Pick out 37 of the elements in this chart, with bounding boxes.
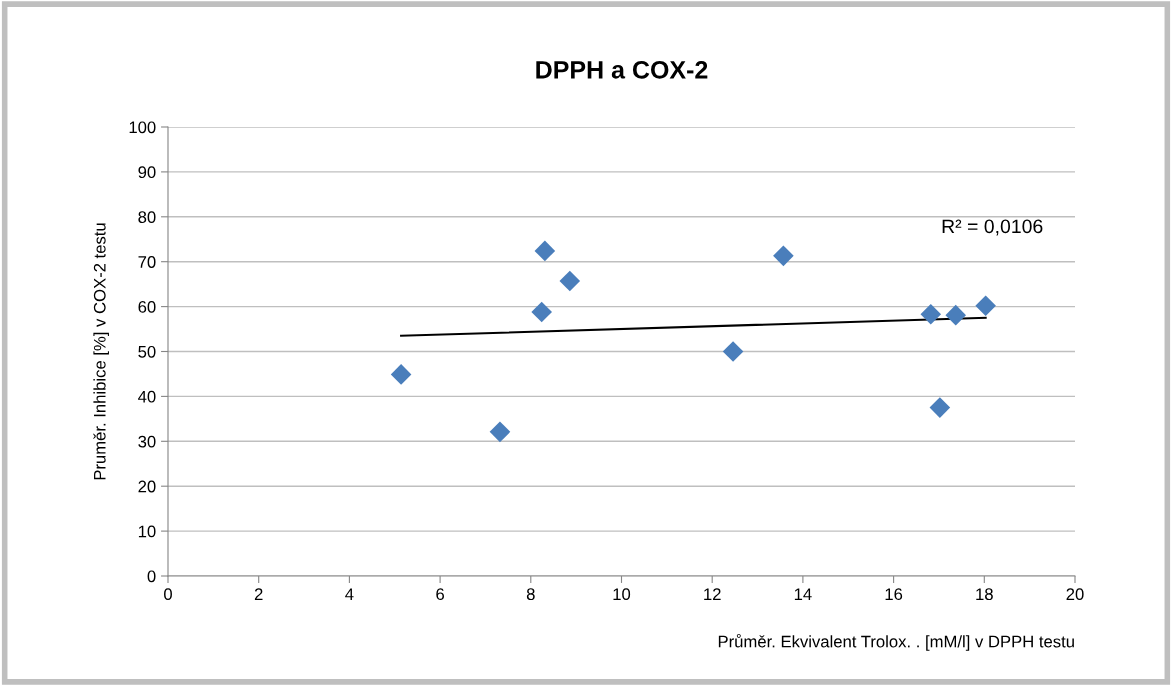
x-tick-label: 2 (254, 588, 263, 600)
y-axis-title: Pruměr. Inhibice [%] v COX-2 testu (93, 223, 109, 480)
point (929, 397, 951, 418)
x-tick-label: 10 (613, 588, 631, 601)
y-tick-label: 0 (147, 570, 156, 583)
point (945, 304, 967, 326)
y-tick-label: 10 (138, 525, 156, 538)
y-tick-label: 70 (138, 256, 156, 268)
y-tick-label: 80 (138, 211, 156, 223)
x-tick-label: 0 (164, 588, 172, 601)
point (975, 295, 996, 316)
x-tick-label: 12 (704, 588, 721, 600)
point (920, 303, 942, 325)
y-tick-label: 20 (138, 480, 156, 493)
y-tick-label: 40 (138, 390, 156, 403)
x-tick-label: 14 (794, 588, 812, 600)
point (531, 301, 552, 323)
y-tick-label: 50 (138, 345, 156, 358)
y-tick-label: 90 (138, 166, 156, 179)
point (489, 421, 511, 443)
y-tick-label: 100 (129, 121, 156, 134)
y-tick-label: 30 (138, 435, 156, 448)
chart-title: DPPH a COX-2 (536, 60, 708, 79)
x-tick-label: 4 (345, 588, 354, 600)
x-axis-title: Průměr. Ekvivalent Trolox. . [mM/l] v DPPH testu (718, 633, 1074, 651)
point (390, 364, 412, 385)
x-tick-label: 18 (976, 588, 993, 601)
annotation: R² = 0,0106 (942, 219, 1043, 236)
x-tick-label: 20 (1066, 588, 1084, 601)
point (534, 240, 556, 262)
point (722, 341, 744, 362)
point (559, 270, 581, 292)
x-tick-label: 6 (436, 588, 444, 601)
point (773, 245, 794, 267)
x-tick-label: 8 (526, 588, 535, 601)
y-tick-label: 60 (138, 301, 156, 313)
x-tick-label: 16 (885, 588, 903, 601)
